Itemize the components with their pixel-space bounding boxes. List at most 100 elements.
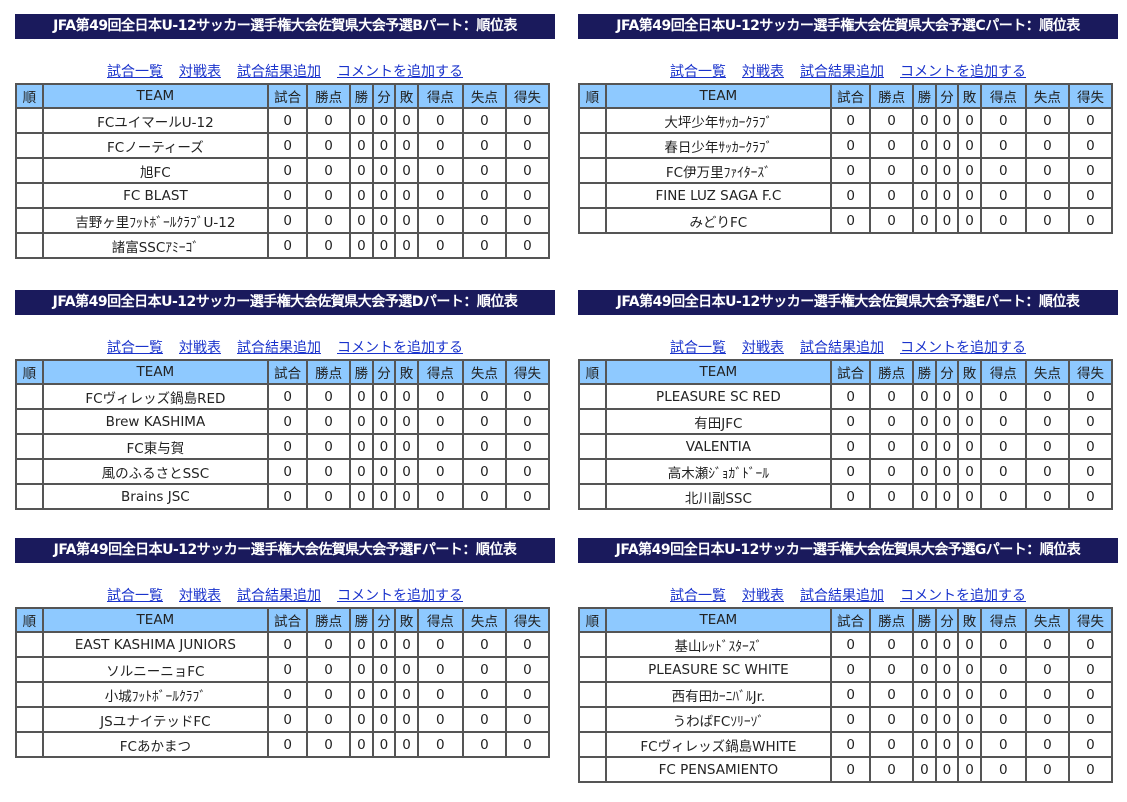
column-header[interactable]: 試合 <box>267 83 309 109</box>
column-header[interactable]: 勝点 <box>869 359 915 385</box>
stat-cell: 0 <box>306 232 352 259</box>
column-header[interactable]: 順 <box>578 607 607 633</box>
column-header[interactable]: 順 <box>15 359 44 385</box>
add-comment-link[interactable]: コメントを追加する <box>900 588 1026 604</box>
column-header[interactable]: 敗 <box>394 83 419 109</box>
column-header[interactable]: 敗 <box>957 359 982 385</box>
column-header[interactable]: 失点 <box>1024 83 1070 109</box>
column-header[interactable]: 勝 <box>349 83 374 109</box>
column-header[interactable]: TEAM <box>604 359 833 385</box>
stat-cell: 0 <box>306 107 352 134</box>
stat-cell: 0 <box>371 483 397 510</box>
column-header[interactable]: 試合 <box>830 83 872 109</box>
stat-cell: 0 <box>371 157 397 184</box>
stat-cell: 0 <box>416 207 464 234</box>
add-comment-link[interactable]: コメントを追加する <box>337 588 463 604</box>
column-header[interactable]: TEAM <box>41 607 270 633</box>
column-header[interactable]: 順 <box>578 359 607 385</box>
add-comment-link[interactable]: コメントを追加する <box>900 64 1026 80</box>
table-row: JSユナイテッドFC 0 0 0 0 0 0 0 0 <box>15 706 551 733</box>
match-list-link[interactable]: 試合一覧 <box>107 340 163 356</box>
column-header[interactable]: 勝 <box>912 359 937 385</box>
column-header[interactable]: 失点 <box>461 607 507 633</box>
match-list-link[interactable]: 試合一覧 <box>670 64 726 80</box>
matchup-table-link[interactable]: 対戦表 <box>742 588 784 604</box>
table-row: Brew KASHIMA 0 0 0 0 0 0 0 0 <box>15 408 551 435</box>
column-header[interactable]: 勝点 <box>869 83 915 109</box>
column-header[interactable]: 得失 <box>504 359 551 385</box>
add-comment-link[interactable]: コメントを追加する <box>337 340 463 356</box>
column-header[interactable]: 分 <box>371 83 397 109</box>
column-header[interactable]: 敗 <box>957 607 982 633</box>
column-header[interactable]: TEAM <box>604 83 833 109</box>
column-header[interactable]: 勝点 <box>306 359 352 385</box>
column-header[interactable]: 得失 <box>504 607 551 633</box>
column-header[interactable]: 順 <box>15 607 44 633</box>
column-header[interactable]: 試合 <box>267 359 309 385</box>
column-header[interactable]: 順 <box>15 83 44 109</box>
stat-cell: 0 <box>957 483 982 510</box>
panel-title: JFA第49回全日本U-12サッカー選手権大会佐賀県大会予選Eパート：順位表 <box>578 290 1118 315</box>
stat-cell: 0 <box>1024 157 1070 184</box>
column-header[interactable]: 勝点 <box>306 607 352 633</box>
column-header[interactable]: 試合 <box>830 607 872 633</box>
matchup-table-link[interactable]: 対戦表 <box>179 340 221 356</box>
column-header[interactable]: 分 <box>371 359 397 385</box>
matchup-table-link[interactable]: 対戦表 <box>179 588 221 604</box>
column-header[interactable]: 勝点 <box>869 607 915 633</box>
add-result-link[interactable]: 試合結果追加 <box>237 588 321 604</box>
column-header[interactable]: 分 <box>371 607 397 633</box>
column-header[interactable]: 失点 <box>1024 607 1070 633</box>
column-header[interactable]: 失点 <box>461 83 507 109</box>
column-header[interactable]: 得失 <box>504 83 551 109</box>
column-header[interactable]: 得失 <box>1067 359 1114 385</box>
stat-cell: 0 <box>957 756 982 783</box>
column-header[interactable]: 分 <box>934 607 960 633</box>
stat-cell: 0 <box>957 157 982 184</box>
table-row: EAST KASHIMA JUNIORS 0 0 0 0 0 0 0 0 <box>15 631 551 658</box>
match-list-link[interactable]: 試合一覧 <box>107 64 163 80</box>
column-header[interactable]: 勝点 <box>306 83 352 109</box>
standings-panel: JFA第49回全日本U-12サッカー選手権大会佐賀県大会予選Bパート：順位表 試合… <box>15 14 555 259</box>
stat-cell: 0 <box>979 157 1027 184</box>
column-header[interactable]: 順 <box>578 83 607 109</box>
column-header[interactable]: 試合 <box>830 359 872 385</box>
stat-cell: 0 <box>830 408 872 435</box>
column-header[interactable]: 勝 <box>912 607 937 633</box>
column-header[interactable]: 勝 <box>349 359 374 385</box>
column-header[interactable]: 得点 <box>416 607 464 633</box>
column-header[interactable]: 失点 <box>461 359 507 385</box>
add-result-link[interactable]: 試合結果追加 <box>237 340 321 356</box>
add-comment-link[interactable]: コメントを追加する <box>900 340 1026 356</box>
matchup-table-link[interactable]: 対戦表 <box>742 64 784 80</box>
column-header[interactable]: TEAM <box>41 83 270 109</box>
column-header[interactable]: 分 <box>934 359 960 385</box>
add-result-link[interactable]: 試合結果追加 <box>800 588 884 604</box>
column-header[interactable]: 得点 <box>416 83 464 109</box>
column-header[interactable]: 得失 <box>1067 607 1114 633</box>
column-header[interactable]: 得点 <box>979 83 1027 109</box>
column-header[interactable]: 得点 <box>979 359 1027 385</box>
column-header[interactable]: 失点 <box>1024 359 1070 385</box>
column-header[interactable]: 試合 <box>267 607 309 633</box>
column-header[interactable]: 敗 <box>394 607 419 633</box>
column-header[interactable]: 勝 <box>912 83 937 109</box>
match-list-link[interactable]: 試合一覧 <box>107 588 163 604</box>
add-comment-link[interactable]: コメントを追加する <box>337 64 463 80</box>
add-result-link[interactable]: 試合結果追加 <box>800 64 884 80</box>
column-header[interactable]: 敗 <box>957 83 982 109</box>
match-list-link[interactable]: 試合一覧 <box>670 588 726 604</box>
column-header[interactable]: 敗 <box>394 359 419 385</box>
column-header[interactable]: TEAM <box>41 359 270 385</box>
column-header[interactable]: 得失 <box>1067 83 1114 109</box>
matchup-table-link[interactable]: 対戦表 <box>742 340 784 356</box>
add-result-link[interactable]: 試合結果追加 <box>800 340 884 356</box>
add-result-link[interactable]: 試合結果追加 <box>237 64 321 80</box>
match-list-link[interactable]: 試合一覧 <box>670 340 726 356</box>
column-header[interactable]: 得点 <box>416 359 464 385</box>
column-header[interactable]: 分 <box>934 83 960 109</box>
column-header[interactable]: 得点 <box>979 607 1027 633</box>
column-header[interactable]: TEAM <box>604 607 833 633</box>
column-header[interactable]: 勝 <box>349 607 374 633</box>
matchup-table-link[interactable]: 対戦表 <box>179 64 221 80</box>
